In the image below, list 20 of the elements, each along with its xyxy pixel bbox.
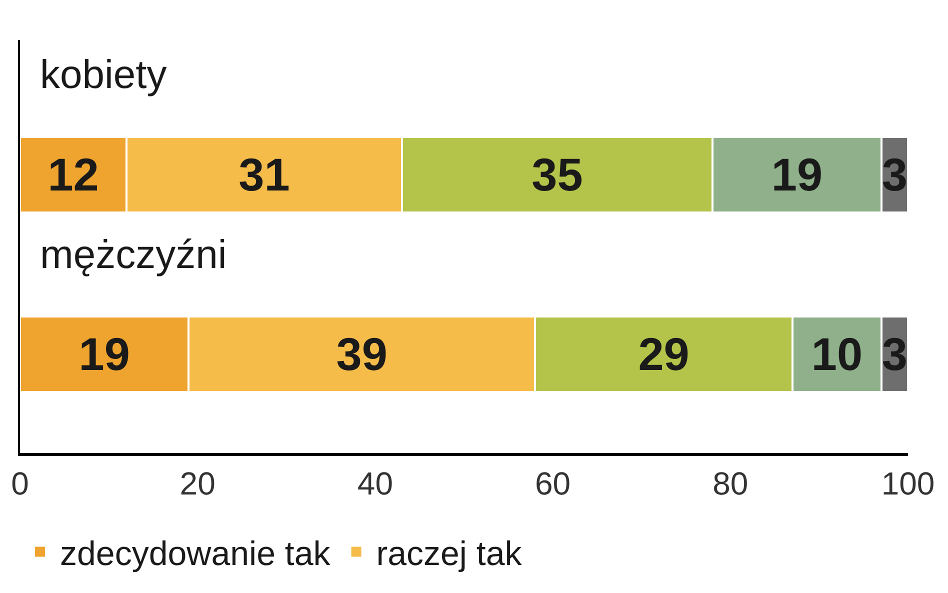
data-label: 3 — [882, 148, 908, 201]
x-tick-label: 0 — [11, 465, 29, 502]
legend-label: zdecydowanie tak — [60, 535, 332, 574]
data-label: 29 — [638, 328, 690, 380]
x-tick-label: 100 — [881, 465, 935, 502]
data-label: 10 — [811, 328, 863, 380]
data-label: 19 — [771, 148, 823, 201]
data-label: 12 — [48, 148, 99, 201]
data-label: 31 — [238, 148, 290, 201]
data-label: 3 — [882, 328, 908, 380]
legend-label: raczej tak — [376, 535, 523, 574]
x-tick-label: 40 — [357, 465, 393, 502]
y-tick-label: mężczyźni — [40, 233, 227, 277]
y-tick-label: kobiety — [40, 53, 167, 97]
data-label: 35 — [532, 148, 583, 201]
x-tick-label: 20 — [180, 465, 216, 502]
x-tick-label: 60 — [535, 465, 571, 502]
x-tick-label: 80 — [712, 465, 748, 502]
data-label: 39 — [336, 328, 388, 380]
data-label: 19 — [78, 328, 130, 380]
